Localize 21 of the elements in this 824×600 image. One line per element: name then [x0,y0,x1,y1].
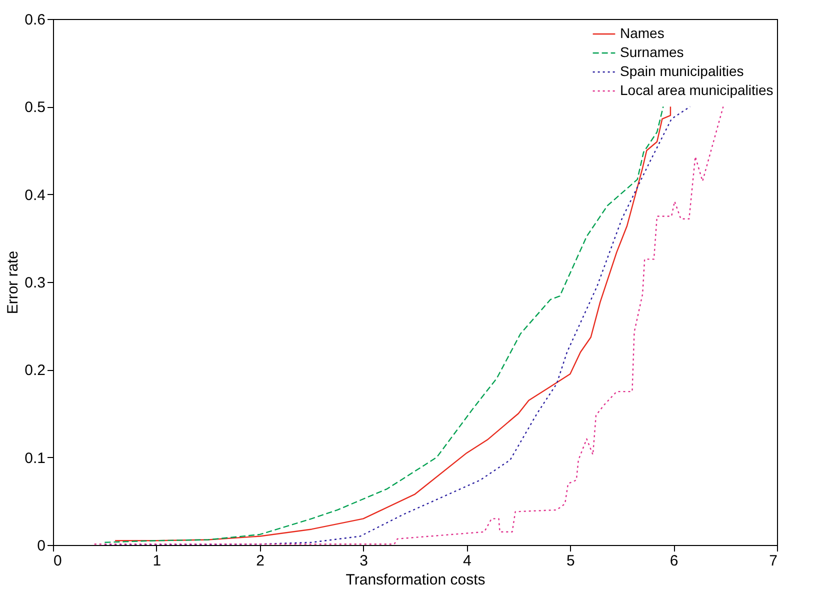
y-tick-label: 0.4 [24,186,46,204]
x-tick-label: 6 [670,552,678,570]
y-tick-label: 0.3 [24,274,46,292]
x-tick-label: 5 [566,552,575,570]
x-tick-label: 0 [54,552,62,570]
legend-label: Spain municipalities [620,63,744,79]
y-tick-label: 0.6 [24,12,46,28]
x-tick-label: 3 [360,552,368,570]
legend-label: Names [620,25,664,41]
x-tick-label: 4 [463,552,472,570]
x-tick-label: 7 [769,552,778,570]
legend-label: Local area municipalities [620,82,774,98]
y-tick-label: 0.2 [24,362,46,380]
x-tick-label: 2 [256,552,265,570]
y-tick-label: 0.5 [24,99,46,116]
legend-label: Surnames [620,44,684,60]
x-axis-title: Transformation costs [346,572,486,588]
y-tick-label: 0 [37,538,46,554]
y-tick-label: 0.1 [24,450,46,467]
x-tick-label: 1 [152,552,162,570]
y-axis-title: Error rate [4,250,22,314]
